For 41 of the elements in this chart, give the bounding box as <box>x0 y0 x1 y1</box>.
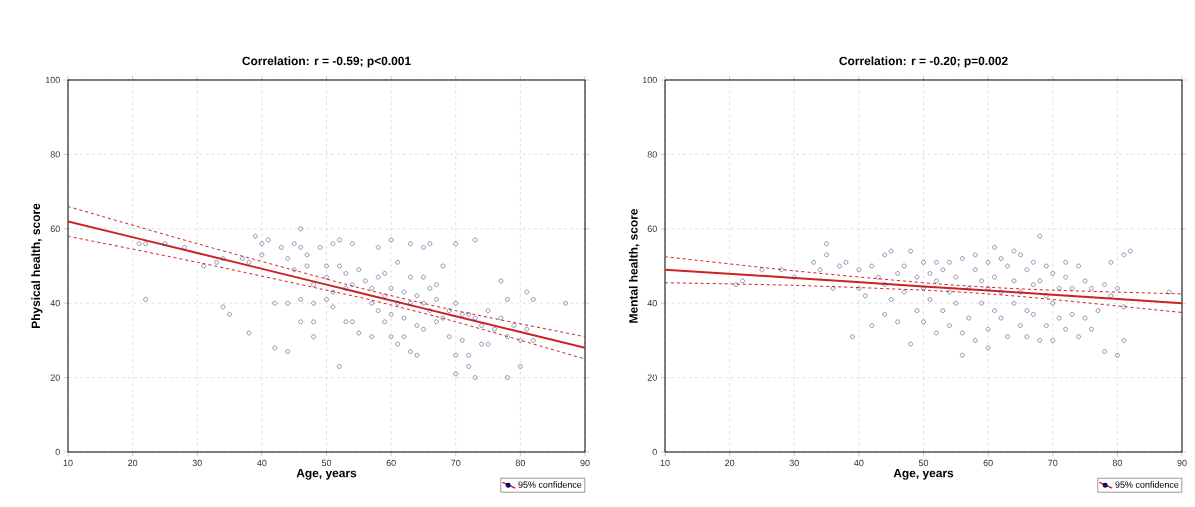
y-tick-label: 40 <box>647 300 657 307</box>
x-tick-label: 80 <box>1112 459 1123 467</box>
x-tick-label: 70 <box>451 459 461 467</box>
x-tick-label: 90 <box>1177 459 1187 467</box>
y-tick-label: 60 <box>647 225 657 232</box>
x-tick-label: 70 <box>1048 459 1058 467</box>
x-axis-title: Age, years <box>296 468 357 480</box>
x-tick-label: 60 <box>983 459 993 467</box>
x-tick-label: 20 <box>725 459 735 467</box>
y-tick-label: 100 <box>45 76 60 84</box>
x-tick-label: 40 <box>257 459 267 467</box>
y-tick-label: 80 <box>647 151 657 158</box>
x-tick-label: 30 <box>789 459 799 467</box>
x-tick-label: 80 <box>515 459 526 467</box>
x-tick-label: 50 <box>321 459 332 467</box>
y-tick-label: 0 <box>55 448 60 456</box>
x-tick-label: 50 <box>918 459 929 467</box>
line-series <box>68 220 585 349</box>
y-tick-label: 0 <box>652 448 657 456</box>
y-tick-label: 100 <box>642 76 657 84</box>
y-tick-label: 60 <box>50 225 60 232</box>
x-tick-label: 40 <box>854 459 864 467</box>
y-tick-label: 20 <box>50 374 60 381</box>
x-axis-title: Age, years <box>893 468 954 480</box>
y-tick-label: 80 <box>50 151 60 158</box>
chart-title: Correlation: r = -0.20; p=0.002 <box>839 56 1008 68</box>
x-tick-label: 30 <box>192 459 202 467</box>
y-tick-label: 20 <box>647 374 657 381</box>
x-tick-label: 10 <box>660 459 670 467</box>
x-tick-label: 10 <box>63 459 73 467</box>
legend-label: 95% confidence <box>1115 481 1179 488</box>
line-series <box>68 235 585 360</box>
x-tick-label: 90 <box>580 459 590 467</box>
chart-title: Correlation: r = -0.59; p<0.001 <box>242 56 411 68</box>
y-axis-title: Mental health, score <box>628 208 640 323</box>
x-tick-label: 20 <box>128 459 138 467</box>
line-series <box>68 205 585 338</box>
y-axis-title: Physical health, score <box>31 203 43 328</box>
y-tick-label: 40 <box>50 300 60 307</box>
legend-label: 95% confidence <box>518 481 582 488</box>
x-tick-label: 60 <box>386 459 396 467</box>
